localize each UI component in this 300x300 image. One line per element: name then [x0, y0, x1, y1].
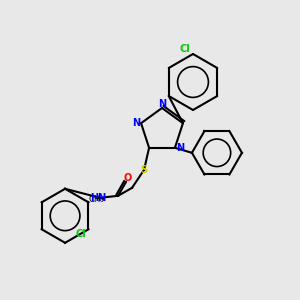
Text: Cl: Cl — [180, 44, 190, 54]
Text: O: O — [124, 173, 132, 183]
Text: N: N — [176, 143, 184, 153]
Text: Cl: Cl — [75, 229, 86, 239]
Text: N: N — [132, 118, 140, 128]
Text: N: N — [158, 99, 166, 109]
Text: CH₃: CH₃ — [89, 195, 104, 204]
Text: HN: HN — [90, 193, 106, 203]
Text: S: S — [140, 165, 148, 175]
